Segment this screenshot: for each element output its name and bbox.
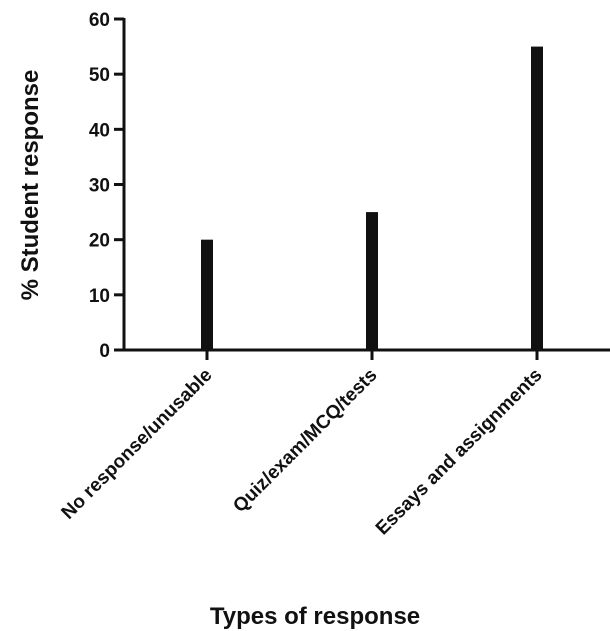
y-tick-label: 10 (89, 286, 110, 307)
x-tick-label: Essays and assignments (372, 365, 547, 540)
y-tick-label: 50 (89, 65, 110, 86)
bar (366, 212, 378, 350)
bar (201, 239, 213, 350)
y-tick-label: 20 (89, 231, 110, 252)
y-tick-label: 60 (89, 10, 110, 31)
x-tick-label: No response/unusable (58, 365, 217, 524)
x-axis-ticks: No response/unusable Quiz/exam/MCQ/testsE… (58, 350, 547, 539)
y-axis-ticks: 0 10 20 30 40 50 60 (89, 10, 124, 362)
y-tick-label: 40 (89, 120, 110, 141)
y-tick-label: 0 (99, 341, 110, 362)
y-tick-label: 30 (89, 176, 110, 197)
x-axis-title: Types of response (210, 603, 420, 630)
y-axis-title: % Student response (17, 70, 44, 301)
x-tick-label: Quiz/exam/MCQ/tests (229, 365, 381, 517)
bar (531, 46, 543, 350)
bars (201, 46, 543, 350)
